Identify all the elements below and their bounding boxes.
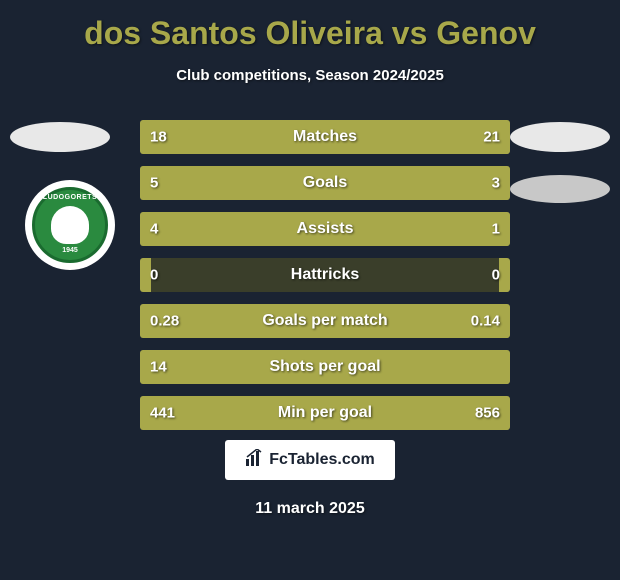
crest-text-bottom: 1945 <box>62 247 78 254</box>
stat-row: 4 1 Assists <box>140 212 510 246</box>
footer-brand-label: FcTables.com <box>269 451 375 469</box>
footer-brand: FcTables.com <box>225 440 395 480</box>
crest-text-top: LUDOGORETS <box>43 194 97 201</box>
stat-row: 441 856 Min per goal <box>140 396 510 430</box>
stat-value-left: 0 <box>150 267 158 284</box>
stat-label: Matches <box>293 128 357 146</box>
page-title: dos Santos Oliveira vs Genov <box>0 15 620 52</box>
stat-value-right: 1 <box>492 221 500 238</box>
stat-value-left: 441 <box>150 405 175 422</box>
stat-value-left: 0.28 <box>150 313 179 330</box>
comparison-infographic: dos Santos Oliveira vs Genov Club compet… <box>0 0 620 580</box>
stat-label: Min per goal <box>278 404 372 422</box>
stat-value-right: 0.14 <box>471 313 500 330</box>
stat-value-right: 3 <box>492 175 500 192</box>
stats-area: 18 21 Matches 5 3 Goals 4 1 Assists 0 0 Hattricks 0.… <box>140 120 510 442</box>
club-crest: LUDOGORETS 1945 <box>25 180 115 270</box>
date-label: 11 march 2025 <box>255 500 364 518</box>
stat-label: Goals per match <box>262 312 387 330</box>
eagle-icon <box>51 206 89 244</box>
stat-label: Assists <box>297 220 354 238</box>
bar-right <box>369 166 510 200</box>
player-left-badge <box>10 122 110 152</box>
subtitle: Club competitions, Season 2024/2025 <box>0 67 620 84</box>
stat-row: 5 3 Goals <box>140 166 510 200</box>
bar-right <box>499 258 510 292</box>
stat-row: 0.28 0.14 Goals per match <box>140 304 510 338</box>
crest-inner: LUDOGORETS 1945 <box>32 187 108 263</box>
stat-row: 14 Shots per goal <box>140 350 510 384</box>
player-right-badge-2 <box>510 175 610 203</box>
stat-value-right: 21 <box>483 129 500 146</box>
stat-value-left: 5 <box>150 175 158 192</box>
stat-label: Goals <box>303 174 347 192</box>
bar-left <box>140 212 406 246</box>
stat-value-left: 18 <box>150 129 167 146</box>
stat-row: 0 0 Hattricks <box>140 258 510 292</box>
stat-row: 18 21 Matches <box>140 120 510 154</box>
stat-value-left: 14 <box>150 359 167 376</box>
stat-value-left: 4 <box>150 221 158 238</box>
stat-value-right: 856 <box>475 405 500 422</box>
stat-value-right: 0 <box>492 267 500 284</box>
stat-label: Hattricks <box>291 266 359 284</box>
stat-label: Shots per goal <box>269 358 380 376</box>
chart-icon <box>245 449 265 472</box>
player-right-badge <box>510 122 610 152</box>
